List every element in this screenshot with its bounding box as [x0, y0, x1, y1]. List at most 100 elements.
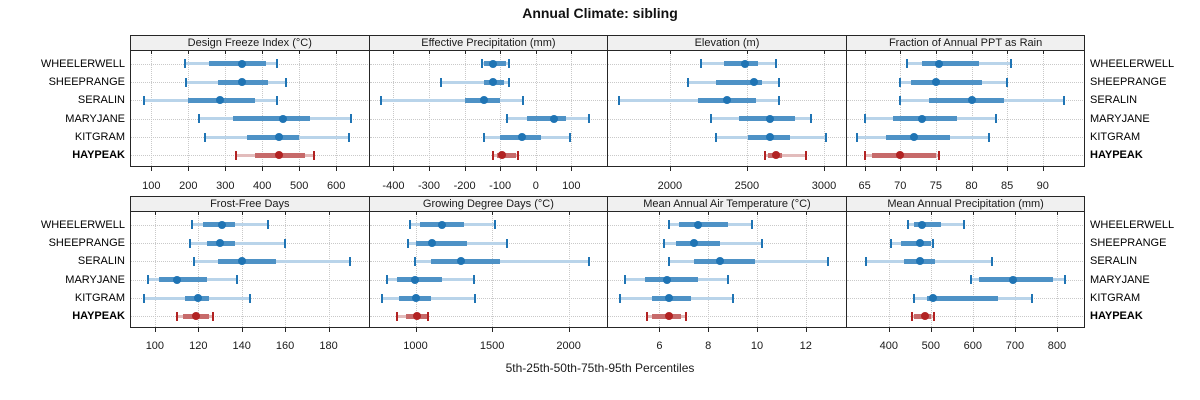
axis-tick-bottom [241, 328, 243, 332]
axis-tick-bottom [900, 167, 902, 171]
gridline [669, 51, 671, 166]
cap-5th [203, 132, 206, 142]
cap-5th [175, 311, 178, 321]
median-dot [456, 257, 465, 266]
axis-tick-bottom [823, 167, 825, 171]
cap-5th [409, 220, 412, 230]
axis-tick-top [1007, 51, 1009, 54]
cap-5th [198, 114, 201, 124]
cap-5th [910, 311, 913, 321]
tick-label: 10 [750, 340, 764, 352]
cap-5th [906, 220, 909, 230]
tick-label: 120 [189, 340, 208, 352]
panel-header-design-freeze-index-c: Design Freeze Index (°C) [130, 35, 370, 51]
axis-tick-top [935, 51, 937, 54]
panel-mean-annual-precipitation-mm [845, 211, 1086, 328]
axis-tick-top [393, 51, 395, 54]
cap-5th [143, 293, 146, 303]
tick-label: 300 [216, 180, 235, 192]
cap-5th [863, 114, 866, 124]
axis-tick-top [285, 212, 287, 215]
axis-tick-bottom [971, 167, 973, 171]
cap-95th [809, 114, 812, 124]
axis-tick-top [154, 212, 156, 215]
gridline [1007, 51, 1009, 166]
cap-5th [668, 256, 671, 266]
tick-label: 100 [562, 180, 581, 192]
axis-tick-bottom [429, 167, 431, 171]
tick-label: 500 [921, 340, 941, 352]
median-dot [928, 294, 937, 302]
axis-tick-bottom [756, 328, 758, 332]
gridline [608, 316, 845, 318]
cap-5th [379, 95, 382, 105]
cap-95th [588, 114, 591, 124]
cap-5th [663, 238, 666, 248]
panel-header-growing-degree-days-c: Growing Degree Days (°C) [368, 196, 609, 212]
median-dot [722, 96, 731, 105]
median-dot [910, 133, 919, 141]
axis-tick-bottom [492, 328, 494, 332]
gridline [971, 51, 973, 166]
axis-tick-top [415, 212, 417, 215]
cap-5th [969, 275, 972, 285]
iqr-bar-25-75 [397, 277, 443, 283]
tick-label: 100 [142, 180, 161, 192]
cap-95th [1006, 77, 1009, 87]
gridline [188, 51, 190, 166]
median-dot [237, 59, 246, 68]
site-label-right-wheelerwell: WHEELERWELL [1090, 57, 1175, 70]
tick-label: 90 [1036, 180, 1049, 192]
cap-95th [760, 238, 763, 248]
cap-5th [147, 275, 150, 285]
gridline [369, 118, 607, 120]
iqr-bar-25-75 [526, 116, 566, 122]
iqr-bar-25-75 [885, 134, 951, 140]
axis-tick-bottom [415, 328, 417, 332]
site-label-left-wheelerwell: WHEELERWELL [40, 218, 125, 231]
cap-95th [775, 59, 778, 69]
tick-label: 100 [145, 340, 165, 352]
panel-header-mean-annual-precipitation-mm: Mean Annual Precipitation (mm) [845, 196, 1086, 212]
iqr-bar-25-75 [716, 79, 763, 85]
median-dot [274, 151, 283, 160]
axis-tick-top [930, 212, 932, 215]
site-label-left-kitgram: KITGRAM [74, 131, 125, 143]
cap-95th [472, 275, 475, 285]
gridline [900, 51, 902, 166]
whisker-5-95 [414, 259, 589, 263]
panel-header-mean-annual-air-temperature-c: Mean Annual Air Temperature (°C) [607, 196, 847, 212]
gridline [131, 316, 368, 318]
cap-5th [864, 256, 867, 266]
median-dot [194, 294, 203, 302]
median-dot [215, 239, 224, 248]
cap-95th [1064, 275, 1067, 285]
cap-95th [805, 150, 808, 160]
gridline [864, 51, 866, 166]
cap-5th [183, 59, 186, 69]
tick-label: 1500 [479, 340, 505, 352]
panel-header-effective-precipitation-mm: Effective Precipitation (mm) [368, 35, 609, 51]
median-dot [412, 294, 421, 302]
panel-design-freeze-index-c [130, 50, 370, 167]
axis-tick-bottom [888, 328, 890, 332]
median-dot [766, 114, 775, 123]
median-dot [916, 257, 925, 266]
tick-label: 0 [532, 180, 539, 192]
cap-95th [508, 59, 511, 69]
median-dot [428, 239, 437, 248]
axis-tick-top [669, 51, 671, 54]
gridline [846, 279, 1084, 281]
tick-label: 2500 [734, 180, 760, 192]
whisker-5-95 [441, 80, 510, 84]
axis-tick-top [299, 51, 301, 54]
site-label-right-sheeprange: SHEEPRANGE [1090, 237, 1167, 250]
cap-95th [494, 220, 497, 230]
gridline [846, 155, 1084, 157]
axis-tick-top [464, 51, 466, 54]
cap-95th [685, 311, 688, 321]
cap-95th [995, 114, 998, 124]
cap-5th [715, 132, 718, 142]
cap-95th [1009, 59, 1012, 69]
